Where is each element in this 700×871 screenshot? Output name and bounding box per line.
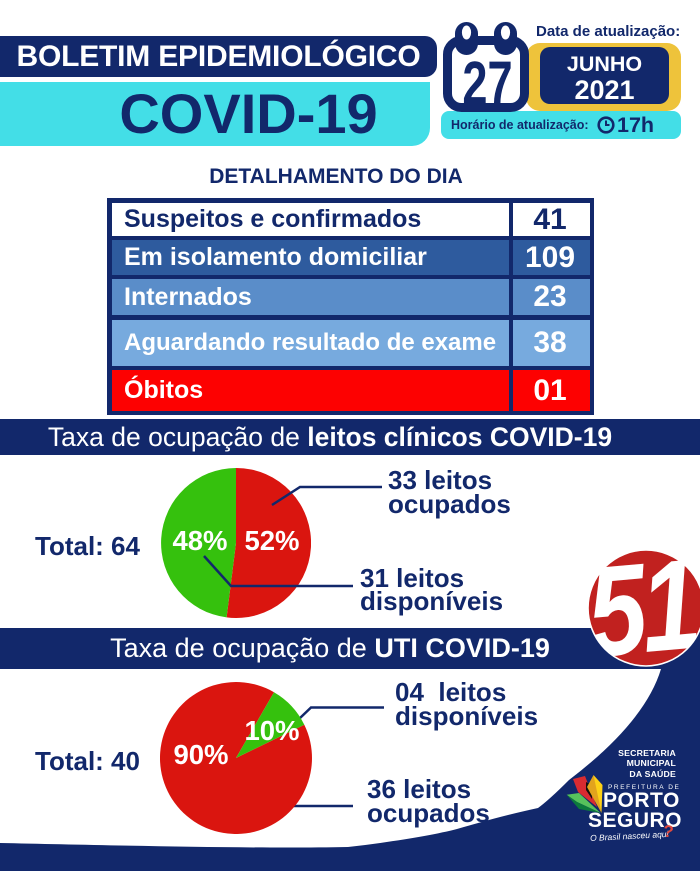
svg-text:27: 27 bbox=[462, 49, 512, 117]
svg-text:51: 51 bbox=[587, 549, 700, 667]
